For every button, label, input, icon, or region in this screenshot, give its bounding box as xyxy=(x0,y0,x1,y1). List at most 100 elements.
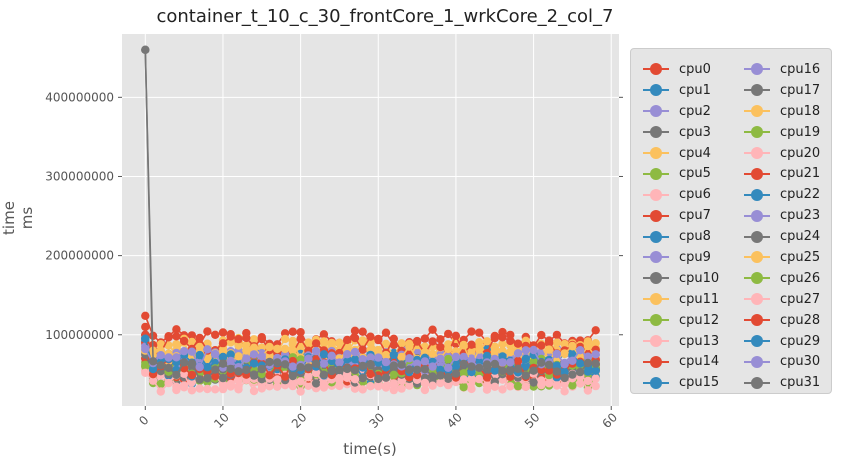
data-point-cpu20 xyxy=(467,384,476,394)
data-point-cpu0 xyxy=(552,330,562,340)
data-point-cpu6 xyxy=(506,382,515,391)
data-point-cpu21 xyxy=(537,341,546,350)
data-point-cpu19 xyxy=(513,381,523,391)
data-point-cpu4 xyxy=(164,341,173,350)
data-point-cpu29 xyxy=(451,362,461,372)
data-point-cpu0 xyxy=(436,335,445,344)
data-point-cpu11 xyxy=(560,339,569,349)
legend-label: cpu2 xyxy=(679,103,711,119)
data-point-cpu24 xyxy=(218,373,228,383)
data-point-cpu4 xyxy=(498,339,507,349)
legend-item-cpu30: cpu30 xyxy=(744,351,820,372)
legend-label: cpu4 xyxy=(679,145,711,161)
data-point-cpu31 xyxy=(335,365,344,375)
data-point-cpu28 xyxy=(187,370,197,380)
data-point-cpu28 xyxy=(211,372,220,381)
legend-label: cpu10 xyxy=(679,270,720,286)
legend-item-cpu26: cpu26 xyxy=(744,268,820,289)
y-axis-label: time ms xyxy=(0,201,36,235)
data-point-cpu25 xyxy=(428,349,437,359)
data-point-cpu30 xyxy=(459,352,468,362)
data-point-cpu29 xyxy=(490,366,499,375)
data-point-cpu31 xyxy=(506,367,515,376)
data-point-cpu24 xyxy=(529,378,538,387)
data-point-cpu31 xyxy=(420,365,430,374)
legend-label: cpu18 xyxy=(780,103,821,119)
data-point-cpu27 xyxy=(249,386,259,396)
data-point-cpu27 xyxy=(319,379,329,388)
data-point-cpu0 xyxy=(296,328,305,337)
data-point-cpu21 xyxy=(366,332,375,341)
data-point-cpu27 xyxy=(141,368,150,377)
data-point-cpu21 xyxy=(226,332,235,341)
data-point-cpu31 xyxy=(288,371,297,381)
legend-item-cpu3: cpu3 xyxy=(643,122,719,143)
legend-label: cpu29 xyxy=(780,333,821,349)
data-point-cpu29 xyxy=(195,350,204,360)
legend-marker-icon xyxy=(744,105,770,118)
legend-label: cpu22 xyxy=(780,187,821,203)
legend-item-cpu16: cpu16 xyxy=(744,59,820,80)
data-point-cpu27 xyxy=(490,382,499,391)
data-point-cpu27 xyxy=(544,379,554,388)
data-point-cpu31 xyxy=(428,372,437,381)
data-point-cpu31 xyxy=(451,369,461,378)
data-point-cpu0 xyxy=(358,327,367,336)
data-point-cpu31 xyxy=(187,359,197,368)
data-point-cpu30 xyxy=(257,352,266,361)
data-point-cpu25 xyxy=(397,352,406,362)
legend-item-cpu1: cpu1 xyxy=(643,80,719,101)
data-point-cpu31 xyxy=(156,361,165,370)
data-point-cpu29 xyxy=(218,352,228,362)
data-point-cpu21 xyxy=(451,331,461,340)
data-point-cpu30 xyxy=(249,350,259,359)
legend-marker-icon xyxy=(643,355,669,368)
data-point-cpu30 xyxy=(172,353,181,362)
data-point-cpu24 xyxy=(311,379,321,388)
data-point-cpu31 xyxy=(172,370,181,380)
data-point-cpu30 xyxy=(552,349,562,359)
data-point-cpu25 xyxy=(459,341,468,350)
legend-item-cpu24: cpu24 xyxy=(744,226,820,247)
legend-marker-icon xyxy=(744,355,770,368)
data-point-cpu21 xyxy=(350,333,360,343)
data-point-cpu20 xyxy=(350,384,360,393)
legend-marker-icon xyxy=(643,167,669,180)
data-point-cpu0 xyxy=(381,328,391,337)
legend-marker-icon xyxy=(643,314,669,327)
data-point-cpu25 xyxy=(280,344,290,354)
data-point-cpu20 xyxy=(389,385,398,395)
legend-marker-icon xyxy=(744,167,770,180)
data-point-cpu30 xyxy=(311,346,321,356)
data-point-cpu20 xyxy=(405,381,414,390)
data-point-cpu28 xyxy=(482,373,492,382)
data-point-cpu31 xyxy=(211,365,220,374)
data-point-cpu0 xyxy=(319,330,329,339)
legend-label: cpu14 xyxy=(679,354,720,370)
data-point-cpu21 xyxy=(242,333,251,343)
data-point-cpu0 xyxy=(444,329,453,339)
data-point-cpu21 xyxy=(498,333,507,342)
data-point-cpu29 xyxy=(319,350,329,359)
data-point-cpu30 xyxy=(420,357,430,366)
data-point-cpu30 xyxy=(141,344,150,354)
data-point-cpu27 xyxy=(358,385,367,394)
data-point-cpu27 xyxy=(195,384,204,393)
data-point-cpu30 xyxy=(343,350,352,359)
legend-marker-icon xyxy=(643,293,669,306)
data-point-cpu27 xyxy=(537,380,546,390)
data-point-cpu25 xyxy=(273,344,282,354)
data-point-cpu29 xyxy=(498,352,507,361)
data-point-cpu27 xyxy=(164,378,173,388)
legend-item-cpu5: cpu5 xyxy=(643,163,719,184)
data-point-cpu13 xyxy=(381,381,391,391)
data-point-cpu31 xyxy=(467,362,476,371)
legend-item-cpu7: cpu7 xyxy=(643,205,719,226)
x-tick-label: 20 xyxy=(289,410,310,431)
legend-marker-icon xyxy=(643,251,669,264)
data-point-cpu30 xyxy=(288,362,297,371)
data-point-cpu29 xyxy=(148,364,158,374)
data-point-cpu27 xyxy=(420,378,430,388)
data-point-cpu31 xyxy=(529,366,538,375)
data-point-cpu27 xyxy=(218,384,228,394)
